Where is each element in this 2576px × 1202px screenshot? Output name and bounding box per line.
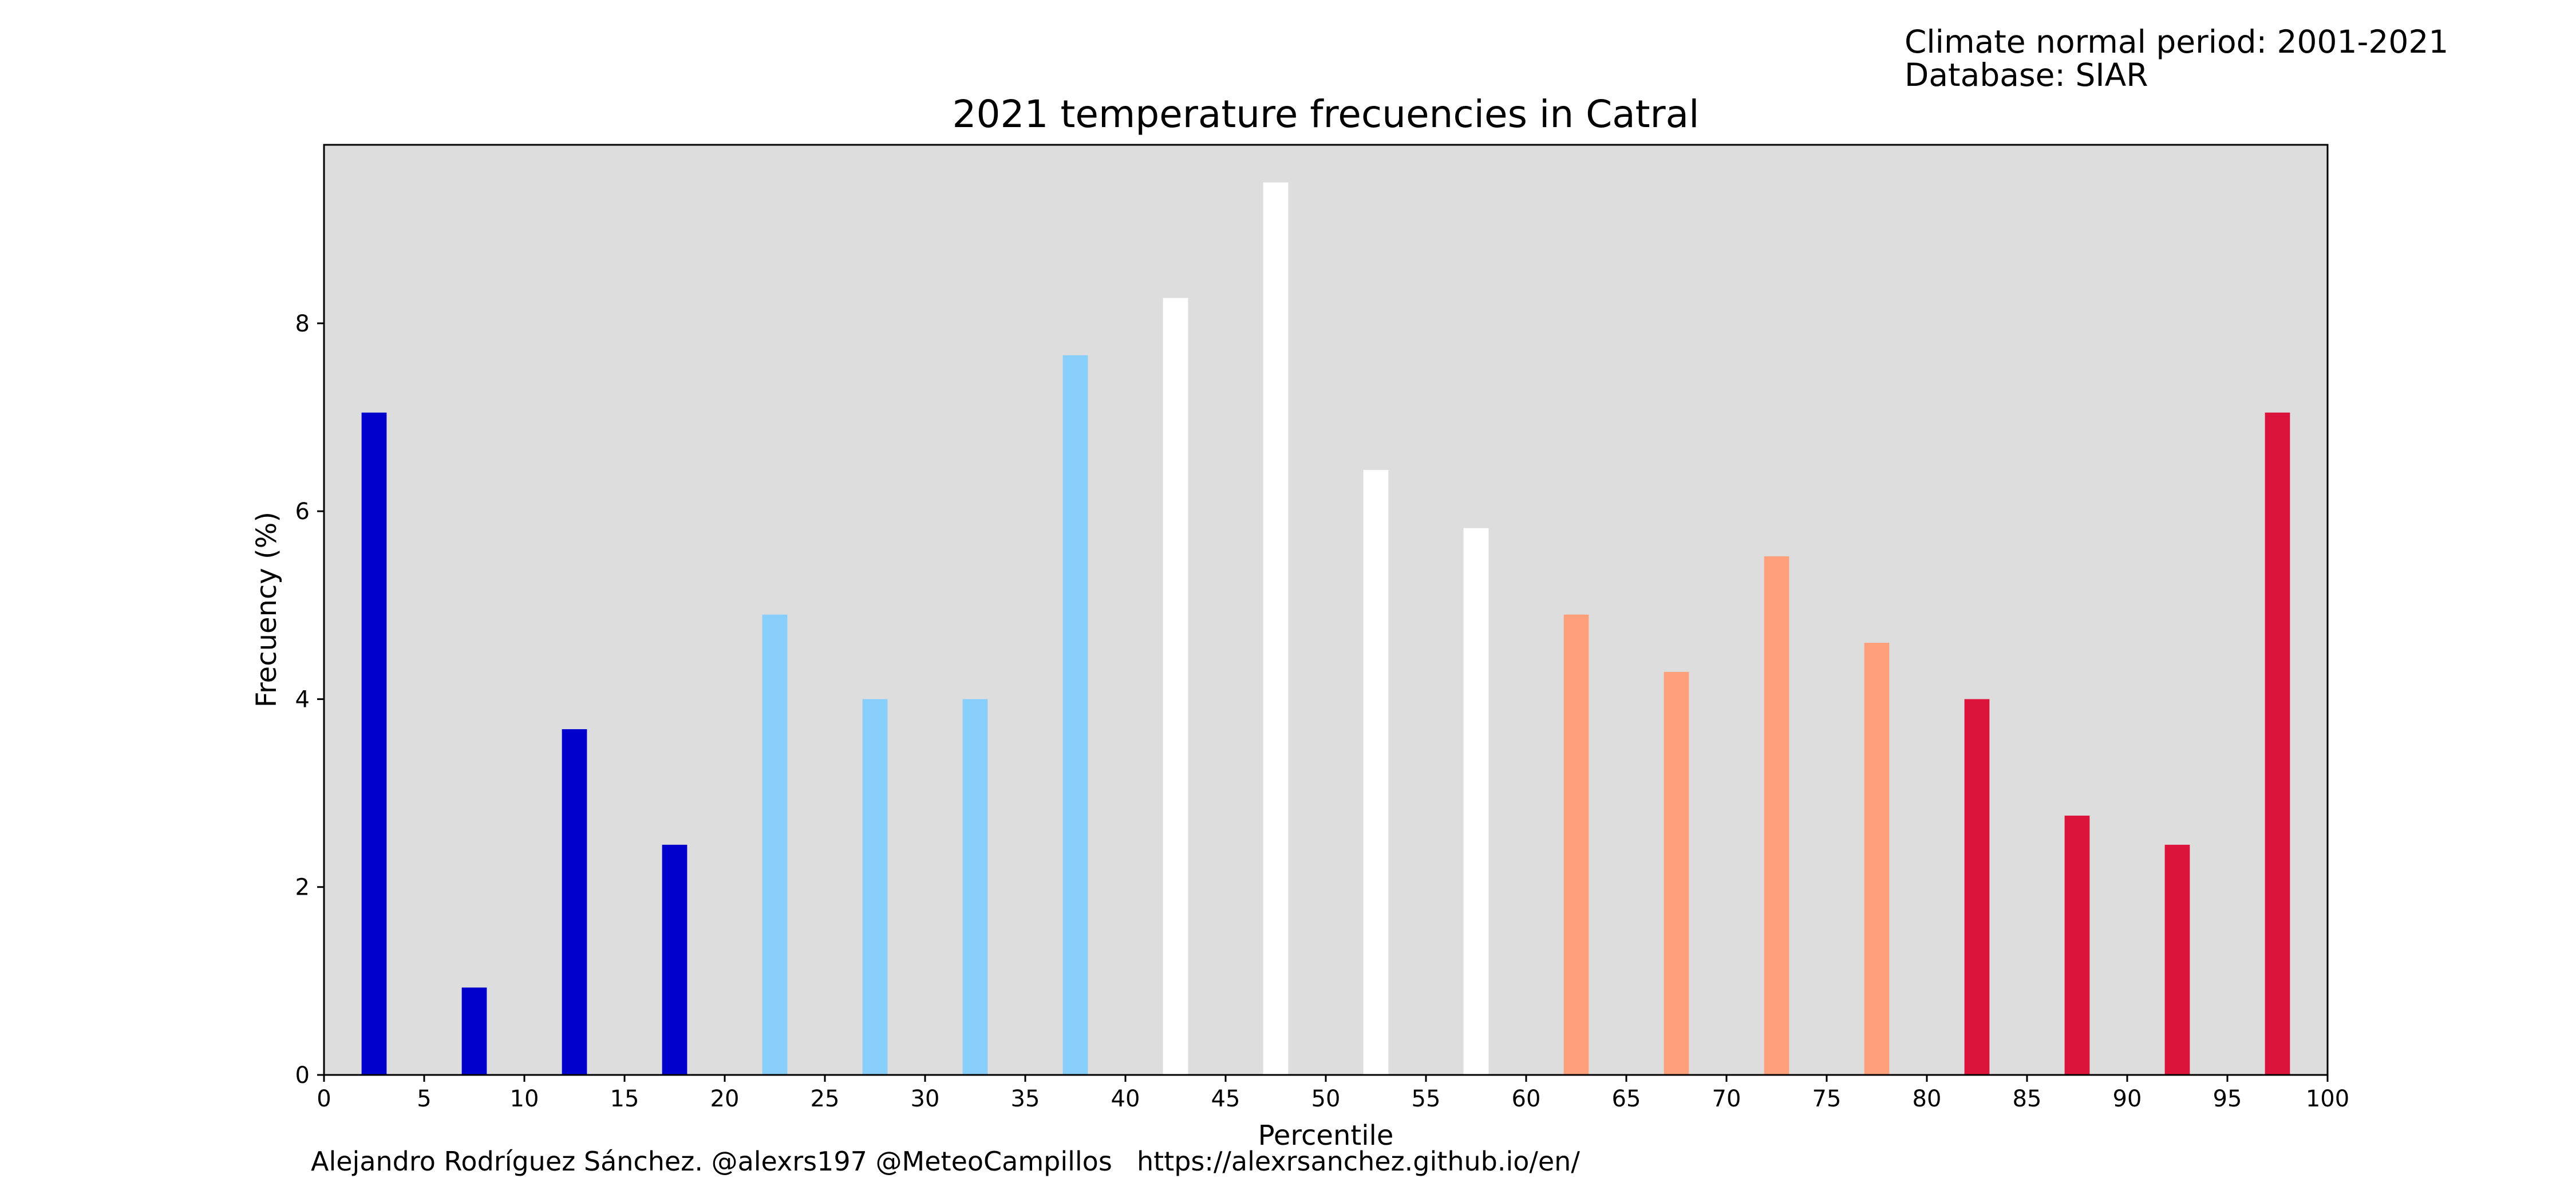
x-tick-label: 70 bbox=[1712, 1086, 1741, 1112]
y-axis-label: Frecuency (%) bbox=[251, 512, 283, 707]
bars-group bbox=[361, 182, 2290, 1076]
bar-p72.5 bbox=[1764, 556, 1789, 1075]
y-tick-label: 8 bbox=[295, 311, 310, 337]
footer-url: https://alexrsanchez.github.io/en/ bbox=[1137, 1146, 1580, 1177]
bar-p57.5 bbox=[1463, 528, 1489, 1075]
bar-p47.5 bbox=[1263, 182, 1289, 1076]
footer-credit: Alejandro Rodríguez Sánchez. @alexrs197 … bbox=[311, 1146, 1112, 1177]
y-tick-label: 4 bbox=[295, 686, 310, 713]
x-axis-label: Percentile bbox=[1258, 1120, 1394, 1152]
bar-p62.5 bbox=[1563, 614, 1589, 1075]
bar-p2.5 bbox=[361, 412, 387, 1076]
bar-p37.5 bbox=[1062, 355, 1088, 1075]
bar-p82.5 bbox=[1964, 699, 1990, 1075]
x-tick-label: 35 bbox=[1011, 1086, 1040, 1112]
bar-p97.5 bbox=[2265, 412, 2290, 1076]
x-tick-label: 25 bbox=[811, 1086, 840, 1112]
y-tick-label: 0 bbox=[295, 1062, 310, 1089]
x-tick-label: 60 bbox=[1512, 1086, 1541, 1112]
x-tick-label: 0 bbox=[317, 1086, 331, 1112]
x-tick-label: 50 bbox=[1311, 1086, 1341, 1112]
x-axis-ticks: 0 5 10 15 20 25 30 35 40 45 50 55 60 65 70 75 80 85 90 95 10… bbox=[317, 1075, 2349, 1112]
x-tick-label: 55 bbox=[1412, 1086, 1441, 1112]
climate-normal-period: Climate normal period: 2001-2021 bbox=[1905, 23, 2448, 60]
bar-p12.5 bbox=[562, 729, 587, 1075]
x-tick-label: 90 bbox=[2113, 1086, 2142, 1112]
bar-p77.5 bbox=[1864, 642, 1890, 1075]
bar-p42.5 bbox=[1163, 298, 1188, 1075]
database-label: Database: SIAR bbox=[1905, 57, 2148, 93]
y-tick-label: 6 bbox=[295, 499, 310, 525]
bar-p32.5 bbox=[962, 699, 988, 1075]
bar-p92.5 bbox=[2164, 844, 2190, 1075]
x-tick-label: 15 bbox=[610, 1086, 639, 1112]
chart-title: 2021 temperature frecuencies in Catral bbox=[953, 92, 1700, 136]
x-tick-label: 80 bbox=[1913, 1086, 1942, 1112]
x-tick-label: 5 bbox=[417, 1086, 431, 1112]
bar-p17.5 bbox=[662, 844, 688, 1075]
bar-p22.5 bbox=[762, 614, 788, 1075]
x-tick-label: 100 bbox=[2306, 1086, 2349, 1112]
bar-p7.5 bbox=[461, 987, 487, 1075]
plot-area bbox=[324, 145, 2328, 1075]
bar-p52.5 bbox=[1363, 469, 1389, 1075]
x-tick-label: 45 bbox=[1211, 1086, 1240, 1112]
bar-p27.5 bbox=[862, 699, 888, 1075]
y-axis-ticks: 0 2 4 6 8 bbox=[295, 311, 324, 1089]
x-tick-label: 75 bbox=[1812, 1086, 1842, 1112]
y-tick-label: 2 bbox=[295, 875, 310, 901]
x-tick-label: 95 bbox=[2213, 1086, 2242, 1112]
x-tick-label: 85 bbox=[2013, 1086, 2042, 1112]
x-tick-label: 30 bbox=[911, 1086, 940, 1112]
bar-p67.5 bbox=[1664, 671, 1689, 1075]
x-tick-label: 10 bbox=[510, 1086, 539, 1112]
x-tick-label: 20 bbox=[710, 1086, 740, 1112]
bar-p87.5 bbox=[2064, 815, 2090, 1075]
x-tick-label: 65 bbox=[1612, 1086, 1641, 1112]
x-tick-label: 40 bbox=[1111, 1086, 1140, 1112]
